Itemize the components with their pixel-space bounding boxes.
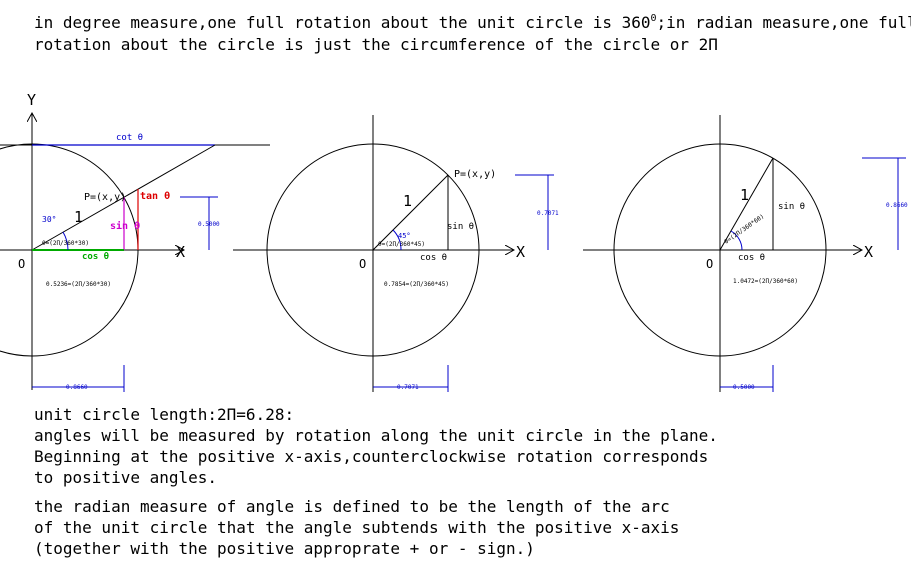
sin-label-2: sin θ [447,222,474,232]
cos-label-2: cos θ [420,253,447,263]
angle-degree-2: 45° [398,232,411,240]
angle-radian-2: θ=(2Π/360*45) [378,241,425,248]
y-axis-label: Y [27,91,36,109]
x-axis-label-3: X [864,243,873,261]
width-value-3: 0.5000 [733,384,755,391]
angle-radian-1: θ=(2Π/360*30) [42,240,89,247]
intro-text: in degree measure,one full rotation abou… [34,12,911,56]
arc-length-3: 1.0472=(2Π/360*60) [733,278,798,285]
radius-label-3: 1 [740,186,749,204]
radius-label-1: 1 [74,208,83,226]
explanation-line-1: unit circle length:2Π=6.28: [34,405,295,424]
explanation-line-2: angles will be measured by rotation alon… [34,426,718,445]
point-label-1: P=(x,y) [84,192,126,203]
cos-label: cos θ [82,252,109,262]
figure-60-degrees: X O 1 sin θ cos θ θ=(2Π/360*60) 1.0472=(… [583,115,908,392]
width-value-1: 0.8660 [66,384,88,391]
angle-radian-3: θ=(2Π/360*60) [723,213,765,246]
figure-45-degrees: X O P=(x,y) 1 sin θ cos θ 45° θ=(2Π/360*… [233,115,559,392]
unit-circle-explanation: unit circle length:2Π=6.28: angles will … [34,404,894,488]
cos-label-3: cos θ [738,253,765,263]
radius-2 [372,174,449,251]
angle-degree-1: 30° [42,215,56,224]
figure-30-degrees: Y X O cot θ tan θ sin θ cos θ P=(x,y) 1 … [0,91,270,392]
cot-label: cot θ [116,133,143,143]
definition-line-1: the radian measure of angle is defined t… [34,497,670,516]
origin-label-1: O [18,257,25,271]
origin-label-3: O [706,257,713,271]
height-value-1: 0.5000 [198,221,220,228]
x-axis-label-1: X [176,243,185,261]
tan-label: tan θ [140,191,170,202]
width-value-2: 0.7071 [397,384,419,391]
radius-label-2: 1 [403,192,412,210]
angle-arc-3 [730,230,743,251]
definition-line-3: (together with the positive approprate +… [34,539,535,558]
x-axis-label-2: X [516,243,525,261]
angle-arc-1 [62,231,69,251]
radius-3 [719,157,774,251]
sin-label-3: sin θ [778,202,805,212]
arc-length-1: 0.5236=(2Π/360*30) [46,281,111,288]
explanation-line-4: to positive angles. [34,468,218,487]
intro-line-2: rotation about the circle is just the ci… [34,35,718,54]
point-label-2: P=(x,y) [454,169,496,180]
radian-definition: the radian measure of angle is defined t… [34,496,894,559]
arc-length-2: 0.7854=(2Π/360*45) [384,281,449,288]
height-value-2: 0.7071 [537,210,559,217]
sin-label: sin θ [110,220,140,232]
explanation-line-3: Beginning at the positive x-axis,counter… [34,447,709,466]
origin-label-2: O [359,257,366,271]
angle-arc-2 [392,229,402,251]
height-value-3: 0.8660 [886,202,908,209]
intro-line-1: in degree measure,one full rotation abou… [34,13,911,32]
definition-line-2: of the unit circle that the angle subten… [34,518,680,537]
